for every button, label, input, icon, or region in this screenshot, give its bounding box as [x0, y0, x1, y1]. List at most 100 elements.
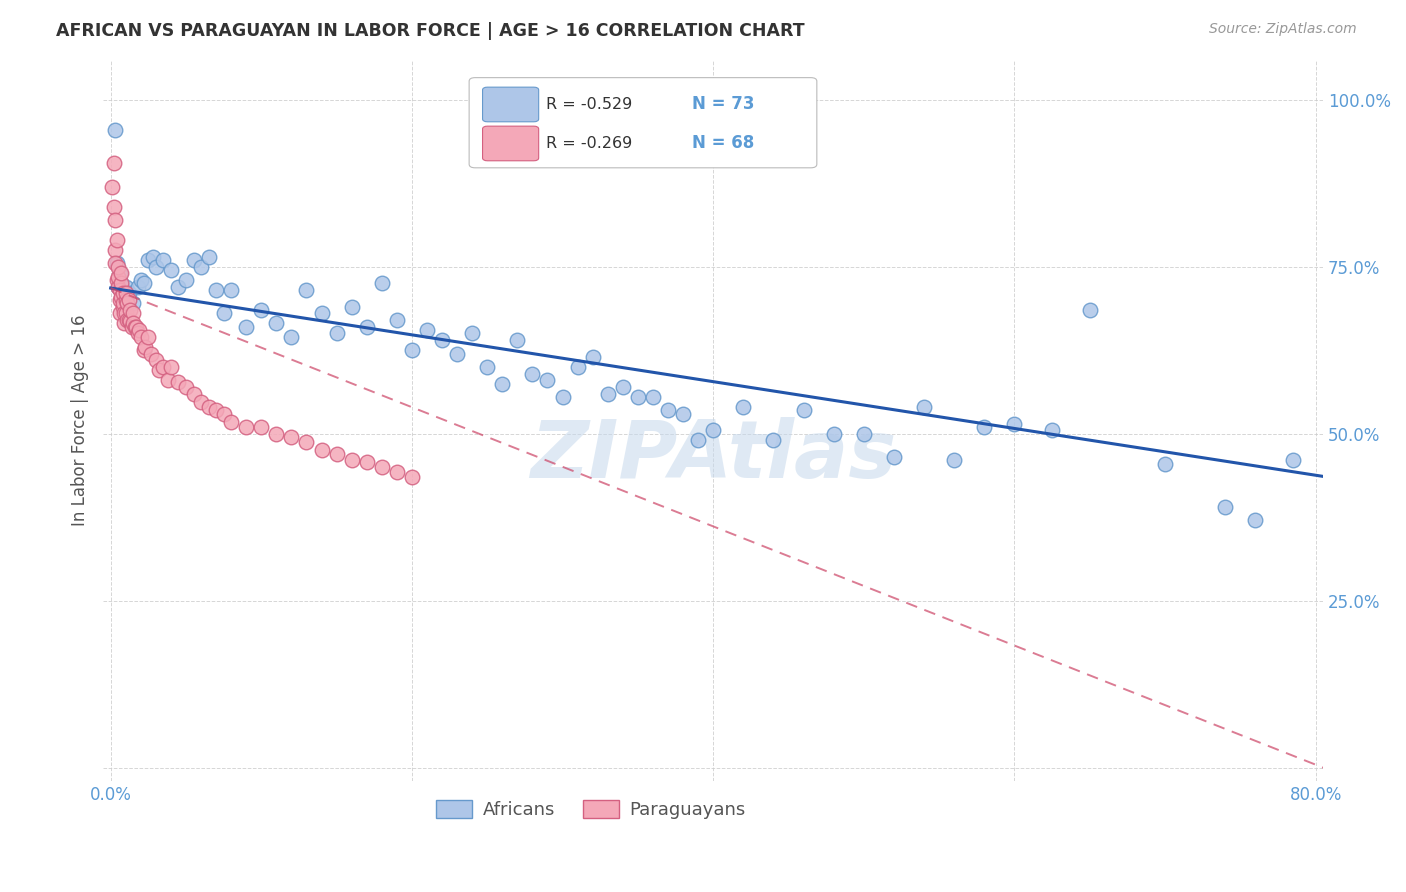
- Point: [430, 333, 453, 347]
- Point: [1078, 303, 1101, 318]
- Text: R = -0.269: R = -0.269: [546, 136, 633, 151]
- Point: [266, 426, 288, 441]
- Point: [129, 273, 152, 287]
- Point: [108, 293, 131, 307]
- Point: [311, 306, 333, 320]
- Point: [127, 279, 149, 293]
- Point: [250, 420, 273, 434]
- Point: [114, 306, 136, 320]
- Point: [792, 403, 814, 417]
- Point: [112, 306, 135, 320]
- Point: [122, 296, 145, 310]
- Point: [401, 343, 423, 358]
- Point: [1244, 514, 1267, 528]
- Point: [461, 326, 484, 341]
- Point: [122, 306, 145, 320]
- Point: [356, 319, 378, 334]
- Point: [491, 376, 513, 391]
- Point: [152, 359, 174, 374]
- Point: [111, 296, 134, 310]
- Point: [152, 252, 174, 267]
- Point: [118, 286, 141, 301]
- Point: [1154, 457, 1177, 471]
- Y-axis label: In Labor Force | Age > 16: In Labor Force | Age > 16: [72, 315, 89, 526]
- Point: [551, 390, 574, 404]
- Point: [943, 453, 966, 467]
- Point: [219, 415, 242, 429]
- Point: [823, 426, 845, 441]
- Point: [1040, 423, 1063, 437]
- Point: [111, 300, 134, 314]
- Point: [1213, 500, 1236, 515]
- FancyBboxPatch shape: [470, 78, 817, 168]
- Point: [190, 260, 212, 274]
- Point: [702, 423, 724, 437]
- FancyBboxPatch shape: [482, 87, 538, 122]
- Point: [145, 353, 167, 368]
- Point: [295, 283, 318, 297]
- Point: [160, 263, 183, 277]
- Legend: Africans, Paraguayans: Africans, Paraguayans: [429, 792, 754, 826]
- Point: [197, 250, 219, 264]
- Point: [115, 313, 138, 327]
- Point: [883, 450, 905, 464]
- Point: [401, 470, 423, 484]
- Point: [110, 290, 132, 304]
- FancyBboxPatch shape: [482, 126, 538, 161]
- Point: [132, 343, 155, 358]
- Point: [141, 346, 163, 360]
- Point: [134, 340, 156, 354]
- Point: [567, 359, 589, 374]
- Point: [104, 256, 127, 270]
- Point: [311, 443, 333, 458]
- Point: [128, 323, 150, 337]
- Point: [104, 213, 127, 227]
- Point: [356, 455, 378, 469]
- Text: N = 73: N = 73: [692, 95, 755, 113]
- Point: [446, 346, 468, 360]
- Point: [212, 306, 235, 320]
- Text: N = 68: N = 68: [692, 135, 755, 153]
- Point: [174, 273, 197, 287]
- Point: [385, 466, 408, 480]
- Point: [125, 319, 148, 334]
- Point: [174, 380, 197, 394]
- Point: [110, 277, 132, 291]
- Point: [912, 400, 935, 414]
- Point: [114, 293, 136, 307]
- Point: [136, 252, 159, 267]
- Point: [371, 460, 394, 475]
- Point: [132, 277, 155, 291]
- Point: [108, 306, 131, 320]
- Point: [121, 319, 143, 334]
- Point: [107, 279, 129, 293]
- Point: [167, 375, 190, 389]
- Point: [340, 300, 363, 314]
- Point: [108, 283, 131, 297]
- Point: [250, 303, 273, 318]
- Point: [118, 313, 141, 327]
- Point: [340, 453, 363, 467]
- Point: [235, 420, 257, 434]
- Point: [582, 350, 605, 364]
- Point: [148, 363, 170, 377]
- Point: [107, 269, 129, 284]
- Point: [325, 326, 347, 341]
- Point: [122, 317, 145, 331]
- Point: [536, 373, 558, 387]
- Point: [167, 279, 190, 293]
- Point: [266, 317, 288, 331]
- Text: R = -0.529: R = -0.529: [546, 97, 633, 112]
- Point: [183, 386, 205, 401]
- Point: [641, 390, 664, 404]
- Point: [142, 250, 165, 264]
- Point: [686, 434, 709, 448]
- Point: [506, 333, 529, 347]
- Point: [416, 323, 439, 337]
- Point: [212, 407, 235, 421]
- Point: [385, 313, 408, 327]
- Point: [107, 279, 129, 293]
- Point: [103, 156, 125, 170]
- Point: [973, 420, 995, 434]
- Point: [120, 303, 142, 318]
